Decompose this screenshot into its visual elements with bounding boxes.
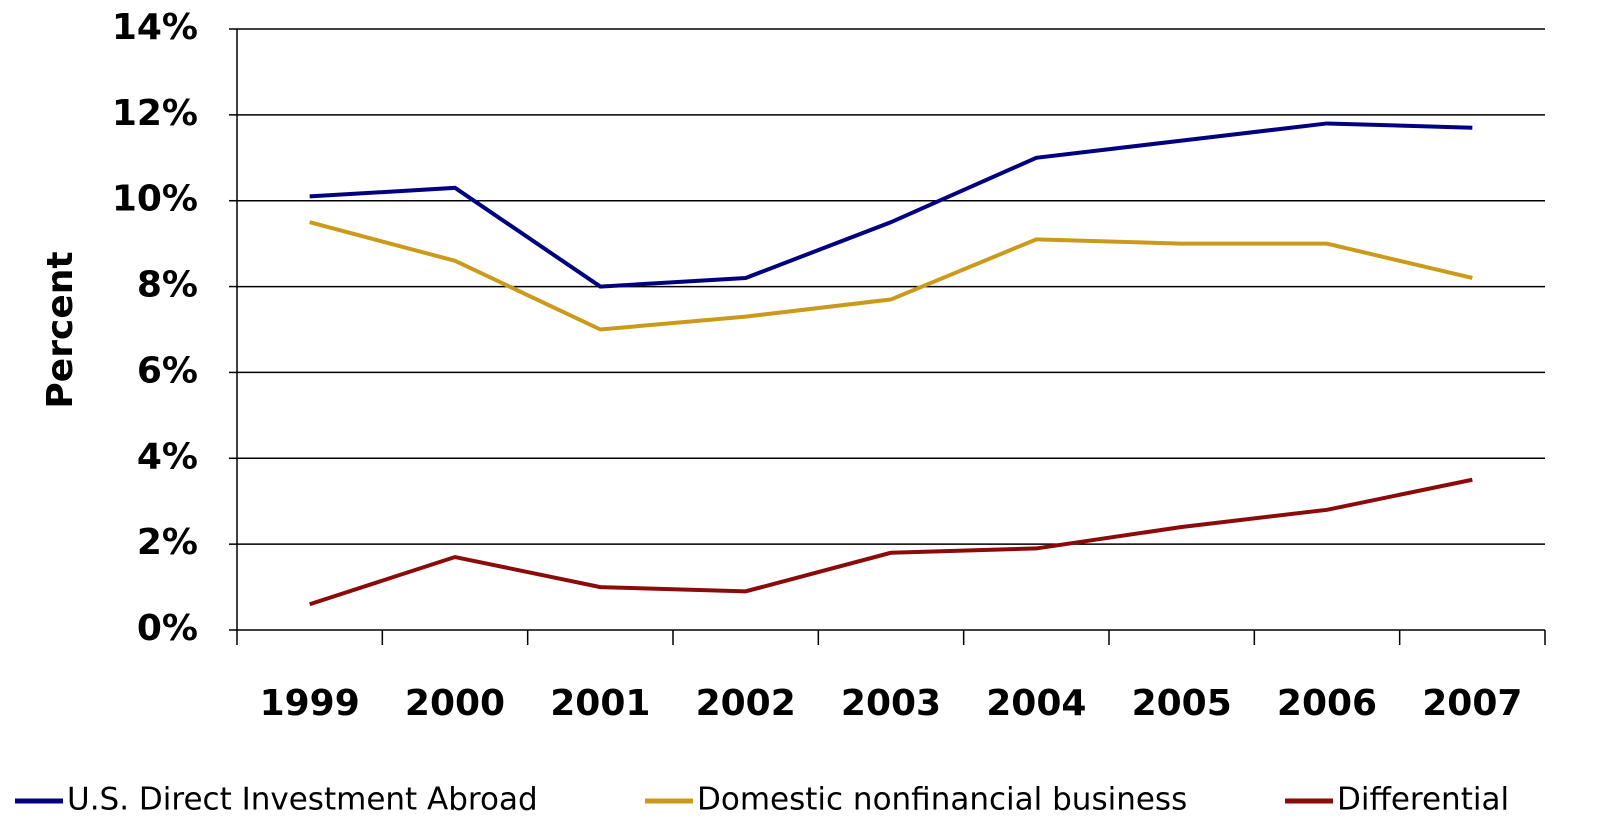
x-tick-label: 2003: [841, 683, 941, 724]
y-tick-label: 6%: [137, 350, 198, 391]
y-tick-label: 12%: [112, 93, 198, 134]
x-tick-label: 2000: [405, 683, 505, 724]
legend-label: U.S. Direct Investment Abroad: [67, 782, 538, 818]
series-line: [309, 220, 1473, 332]
series-line: [309, 121, 1473, 289]
series-line: [309, 477, 1473, 607]
x-tick-label: 1999: [260, 683, 360, 724]
y-tick-label: 8%: [137, 265, 198, 306]
x-tick-label: 2002: [696, 683, 796, 724]
x-tick-label: 2001: [550, 683, 650, 724]
y-axis-label: Percent: [40, 251, 81, 408]
y-tick-label: 4%: [137, 436, 198, 477]
legend-label: Domestic nonfinancial business: [697, 782, 1187, 818]
x-tick-label: 2005: [1132, 683, 1232, 724]
y-tick-label: 10%: [112, 179, 198, 220]
x-tick-label: 2006: [1277, 683, 1377, 724]
y-tick-label: 0%: [137, 608, 198, 649]
legend-label: Differential: [1337, 782, 1509, 818]
y-tick-label: 2%: [137, 522, 198, 563]
y-tick-label: 14%: [112, 7, 198, 48]
x-tick-label: 2007: [1422, 683, 1522, 724]
x-tick-label: 2004: [986, 683, 1086, 724]
